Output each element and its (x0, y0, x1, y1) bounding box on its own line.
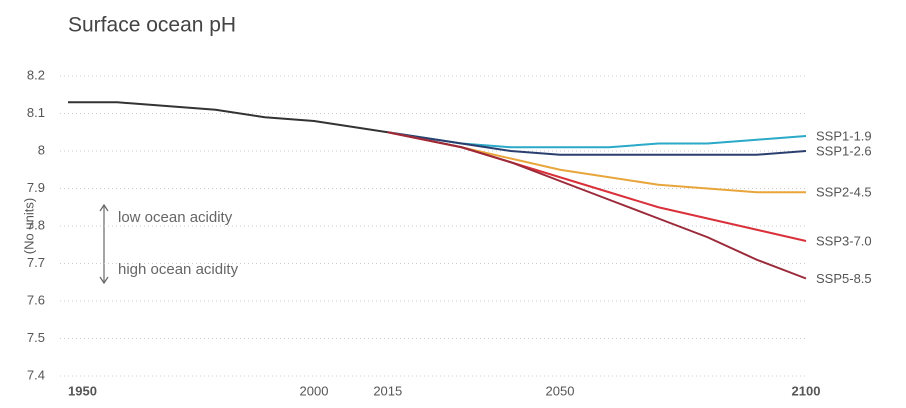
y-tick-label: 7.4 (27, 367, 45, 382)
x-tick-label: 2015 (373, 383, 402, 398)
annotation: high ocean acidity (118, 261, 239, 278)
chart-title: Surface ocean pH (68, 14, 236, 37)
series-label: SSP2-4.5 (816, 185, 872, 200)
acidity-arrow (99, 203, 109, 285)
series-line (68, 101, 388, 134)
y-tick-label: 7.8 (27, 217, 45, 232)
x-tick-label: 2000 (300, 383, 329, 398)
series-label: SSP5-8.5 (816, 271, 872, 286)
y-tick-label: 7.7 (27, 255, 45, 270)
y-tick-label: 8.2 (27, 67, 45, 82)
series-line (387, 131, 807, 242)
series-line (387, 131, 807, 280)
x-tick-label: 2050 (546, 383, 575, 398)
y-tick-label: 7.6 (27, 292, 45, 307)
series-line (387, 131, 807, 149)
series-line (387, 131, 807, 156)
x-tick-label: 1950 (68, 383, 97, 398)
annotation: low ocean acidity (118, 209, 233, 226)
y-axis-label: (No units) (21, 198, 36, 254)
series-line (387, 131, 806, 194)
y-tick-label: 7.5 (27, 330, 45, 345)
x-tick-label: 2100 (792, 383, 821, 398)
y-tick-label: 7.9 (27, 180, 45, 195)
y-tick-label: 8 (38, 142, 45, 157)
series-label: SSP1-1.9 (816, 128, 872, 143)
series-label: SSP3-7.0 (816, 233, 872, 248)
series-label: SSP1-2.6 (816, 143, 872, 158)
y-tick-label: 8.1 (27, 105, 45, 120)
